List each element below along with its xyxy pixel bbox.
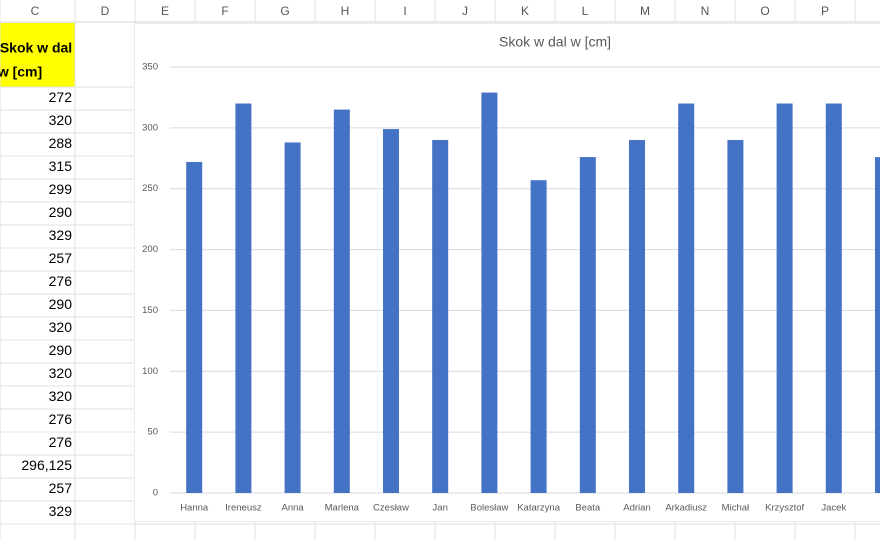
cell-value: 276 (49, 411, 73, 427)
column-header: D (101, 4, 110, 18)
bar (825, 103, 842, 493)
x-tick-label: Krzysztof (765, 503, 804, 514)
bar (875, 157, 880, 493)
column-header: G (280, 4, 289, 18)
cell-value: 290 (49, 296, 73, 312)
column-header: K (521, 4, 529, 18)
bar (383, 129, 399, 493)
bar (186, 161, 203, 494)
y-tick-label: 100 (142, 366, 158, 377)
cell-value: 257 (49, 480, 73, 496)
x-tick-label: Marlena (325, 503, 360, 514)
cell-value: 329 (49, 227, 73, 243)
x-tick-label: Bolesław (470, 503, 508, 514)
x-tick-label: Jacek (821, 503, 846, 514)
cell-value: 320 (49, 319, 73, 335)
bar (530, 180, 547, 494)
cell-value: 299 (49, 181, 73, 197)
x-tick-label: Adrian (623, 503, 650, 514)
header-cell-text: w [cm] (0, 64, 42, 80)
x-tick-label: Katarzyna (517, 503, 560, 514)
x-tick-label: Czesław (373, 503, 409, 514)
x-tick-label: Arkadiusz (665, 503, 707, 514)
column-header: I (403, 4, 406, 18)
chart[interactable]: Skok w dal w [cm] 0 50 100 150 200 250 300 350 H… (134, 23, 880, 522)
bar (579, 157, 596, 493)
bar (333, 109, 350, 493)
y-tick-label: 200 (142, 244, 158, 255)
cell-value: 290 (49, 342, 73, 358)
x-tick-label: Anna (282, 503, 305, 514)
cell-value: 276 (49, 434, 73, 450)
column-header: O (760, 4, 769, 18)
column-header-bar (0, 0, 880, 22)
cell-value: 296,125 (21, 457, 72, 473)
cell-value: 276 (49, 273, 73, 289)
x-tick-label: Michał (722, 503, 750, 514)
y-tick-label: 50 (147, 427, 158, 438)
header-cell-bg[interactable] (0, 23, 75, 87)
header-cell-text: Skok w dal (0, 40, 72, 56)
x-tick-label: Beata (575, 503, 601, 514)
column-header: L (582, 4, 589, 18)
bar (776, 103, 793, 493)
column-header: N (701, 4, 710, 18)
chart-area (134, 23, 880, 522)
y-tick-label: 350 (142, 62, 158, 73)
cell-value: 320 (49, 112, 73, 128)
x-tick-label: Jan (433, 503, 448, 514)
cell-value: 320 (49, 365, 73, 381)
column-header: P (821, 4, 829, 18)
y-tick-label: 250 (142, 183, 158, 194)
bar (235, 103, 252, 493)
cell-value: 315 (49, 158, 73, 174)
cell-value: 329 (49, 503, 73, 519)
bar (432, 140, 449, 493)
bar (284, 142, 301, 493)
bar (629, 140, 645, 493)
bar (727, 140, 744, 493)
bar (481, 92, 498, 493)
chart-title: Skok w dal w [cm] (499, 34, 611, 50)
y-tick-label: 150 (142, 305, 158, 316)
column-header: H (341, 4, 350, 18)
column-header: E (161, 4, 169, 18)
x-tick-label: Hanna (180, 503, 209, 514)
x-tick-label: Ireneusz (225, 503, 262, 514)
cell-value: 257 (49, 250, 73, 266)
cell-value: 288 (49, 135, 73, 151)
column-header: C (31, 4, 40, 18)
column-header: F (221, 4, 228, 18)
column-header: J (462, 4, 468, 18)
y-tick-label: 300 (142, 122, 158, 133)
cell-value: 290 (49, 204, 73, 220)
cell-value: 320 (49, 388, 73, 404)
bar (678, 103, 695, 493)
cell-value: 272 (49, 89, 73, 105)
y-tick-label: 0 (153, 488, 158, 499)
column-header: M (640, 4, 650, 18)
